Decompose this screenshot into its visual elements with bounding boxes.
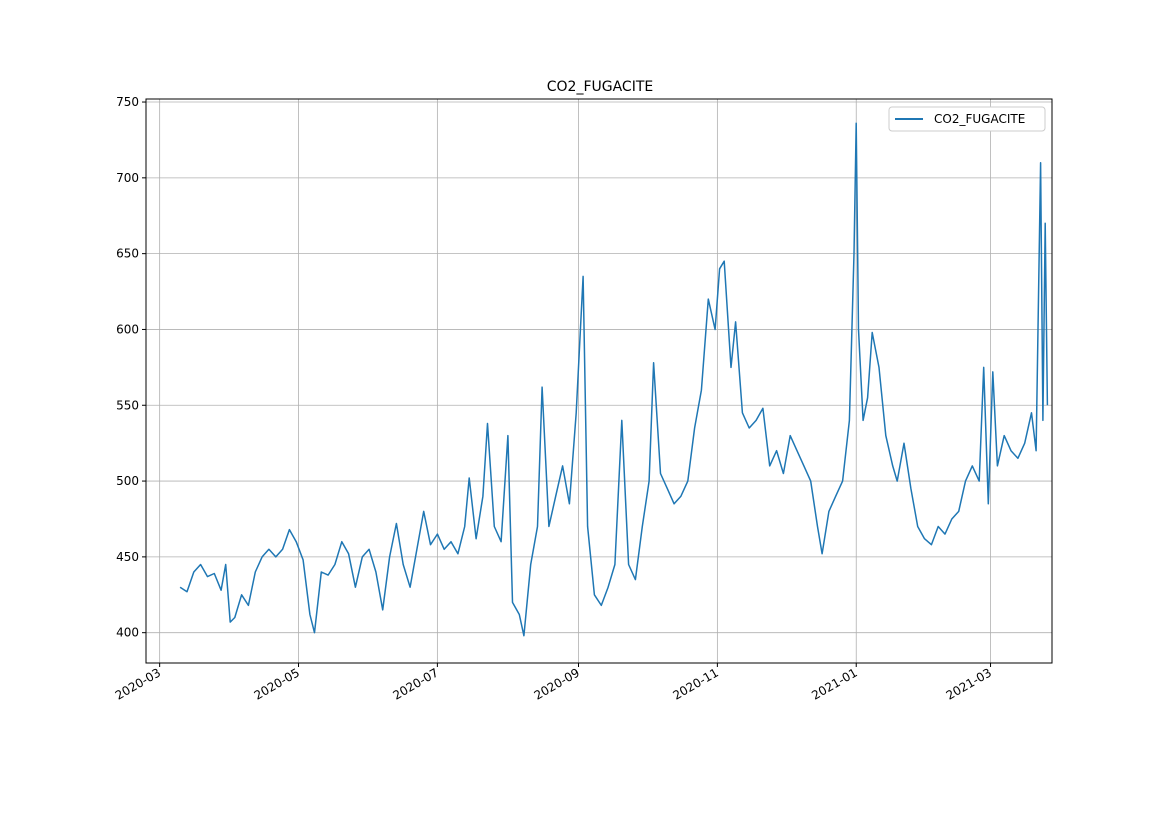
y-tick-label: 700 [116, 171, 139, 185]
x-tick-label: 2020-07 [390, 665, 440, 702]
legend-box [888, 106, 1046, 132]
series-layer [179, 122, 1049, 637]
y-tick-label: 550 [116, 398, 139, 412]
y-axis: 400 450 500 550 600 650 700 750 [116, 95, 146, 640]
legend: CO2_FUGACITE [888, 106, 1046, 132]
y-tick-label: 450 [116, 550, 139, 564]
y-tick-label: 750 [116, 95, 139, 109]
grid [146, 99, 1052, 663]
plot-frame [145, 98, 1053, 664]
series-line-co2-fugacite [179, 122, 1049, 637]
x-tick-label: 2020-09 [532, 665, 582, 702]
y-tick-label: 400 [116, 626, 139, 640]
x-axis: 2020-03 2020-05 2020-07 2020-09 2020-11 2021-… [113, 663, 994, 703]
legend-label-co2-fugacite: CO2_FUGACITE [934, 112, 1025, 126]
y-tick-label: 500 [116, 474, 139, 488]
x-tick-label: 2021-03 [944, 665, 994, 702]
y-tick-label: 650 [116, 247, 139, 261]
chart-title: CO2_FUGACITE [547, 79, 653, 95]
x-tick-label: 2021-01 [809, 665, 859, 702]
y-tick-label: 600 [116, 322, 139, 336]
x-tick-label: 2020-11 [670, 665, 720, 702]
x-tick-label: 2020-03 [113, 665, 163, 702]
x-tick-label: 2020-05 [252, 665, 302, 702]
